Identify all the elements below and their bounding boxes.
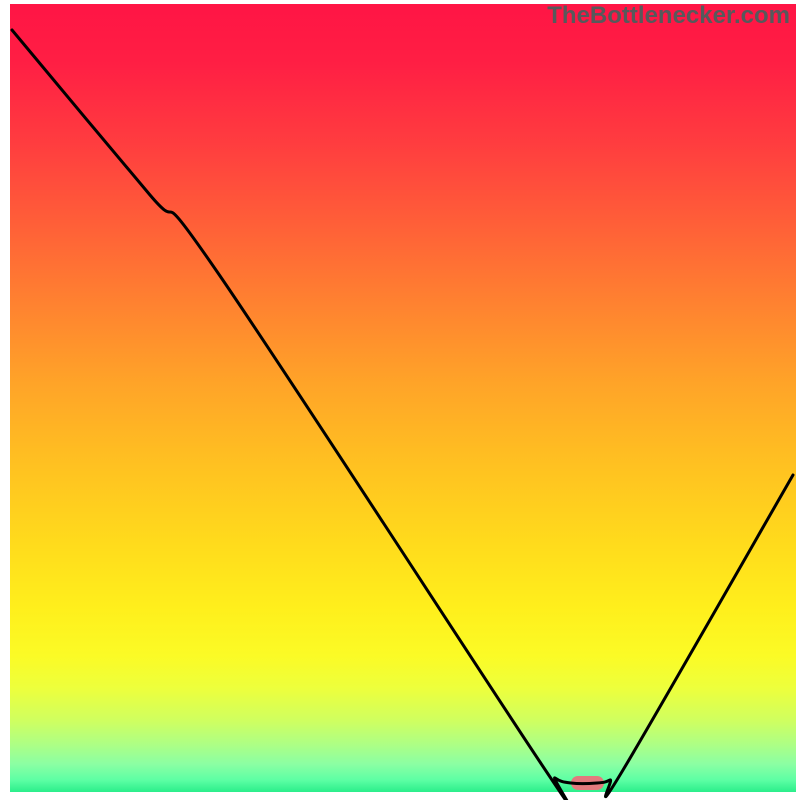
border-right xyxy=(796,0,800,800)
watermark-text: TheBottlenecker.com xyxy=(547,2,790,30)
border-bottom xyxy=(0,792,800,800)
bottleneck-chart: TheBottlenecker.com xyxy=(0,0,800,800)
border-left xyxy=(0,0,10,800)
gradient-rect xyxy=(0,0,800,800)
gradient-background xyxy=(0,0,800,800)
